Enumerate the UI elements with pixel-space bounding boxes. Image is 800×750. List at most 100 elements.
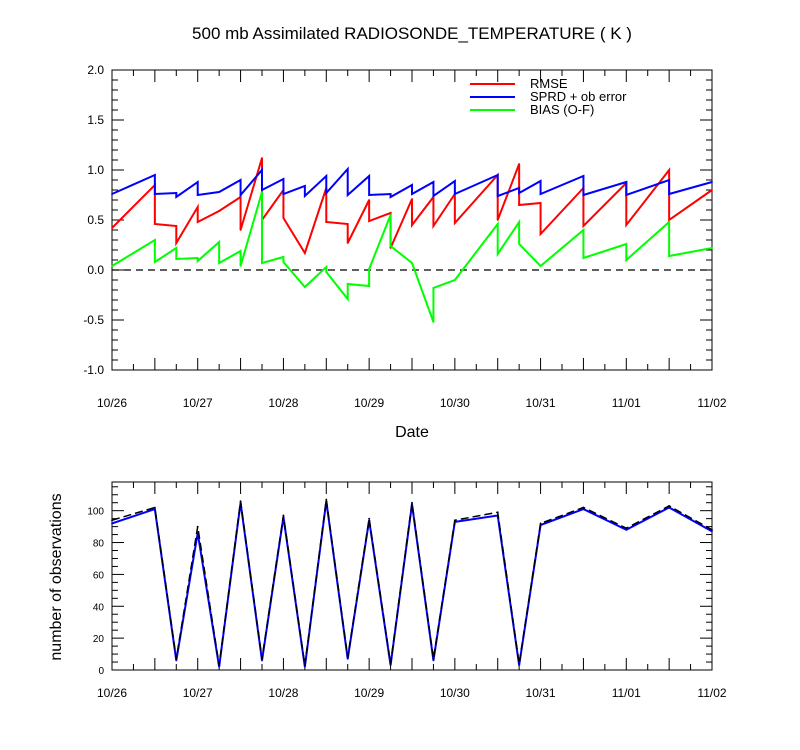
data-point	[346, 168, 349, 170]
data-point	[518, 664, 521, 667]
data-point	[346, 223, 349, 225]
legend-label: SPRD + ob error	[530, 89, 627, 104]
x-tick-label: 10/28	[268, 686, 298, 700]
data-point	[175, 247, 178, 249]
data-point	[303, 664, 306, 667]
bottom-y-axis-title: number of observations	[48, 493, 65, 660]
x-tick-label: 11/02	[697, 686, 726, 700]
data-point	[539, 180, 542, 182]
legend-label: RMSE	[530, 76, 568, 91]
data-point	[368, 199, 371, 201]
x-tick-label: 10/31	[526, 396, 556, 410]
data-point	[368, 285, 371, 287]
data-point	[668, 179, 671, 181]
data-point	[239, 265, 242, 267]
data-point	[218, 262, 221, 264]
y-tick-label: 1.0	[87, 163, 104, 177]
data-point	[282, 256, 285, 258]
y-tick-label: 0	[98, 666, 104, 677]
data-point	[668, 193, 671, 195]
data-point	[711, 181, 713, 183]
data-point	[411, 224, 413, 226]
data-point	[582, 506, 585, 509]
data-point	[668, 504, 671, 507]
data-point	[389, 212, 392, 214]
bottom-plot-panel: 10/26 10/27 10/28 10/29 10/30 10/31 11/01 11/02…	[87, 481, 727, 700]
y-tick-label: -1.0	[83, 363, 104, 377]
data-point	[261, 659, 263, 662]
data-point	[175, 657, 178, 660]
data-point	[111, 193, 113, 195]
data-point	[411, 184, 413, 186]
y-tick-label: 0.0	[87, 263, 104, 277]
data-point	[668, 169, 671, 171]
data-point	[518, 163, 521, 165]
data-point	[175, 242, 178, 244]
data-point	[175, 196, 178, 198]
data-point	[196, 260, 199, 262]
data-point	[282, 514, 285, 517]
data-point	[411, 262, 413, 264]
x-tick-label: 10/28	[268, 396, 298, 410]
y-tick-label: 0.5	[87, 213, 104, 227]
data-point	[368, 517, 371, 520]
data-point	[625, 194, 628, 196]
data-point	[153, 508, 156, 510]
data-point	[582, 229, 585, 231]
data-point	[496, 174, 499, 176]
data-point	[432, 659, 435, 662]
data-point	[153, 223, 156, 225]
data-point	[303, 185, 306, 187]
data-point	[432, 181, 435, 183]
data-point	[625, 181, 628, 183]
data-point	[346, 283, 349, 285]
data-point	[346, 657, 349, 660]
data-point	[196, 181, 199, 183]
data-point	[668, 221, 671, 223]
data-point	[282, 193, 285, 195]
data-point	[111, 522, 113, 525]
data-point	[453, 180, 456, 182]
data-point	[518, 243, 521, 245]
data-point	[346, 242, 349, 244]
data-point	[368, 268, 371, 270]
data-point	[261, 191, 263, 193]
x-tick-label: 10/26	[97, 686, 127, 700]
data-point	[625, 259, 628, 261]
data-point	[582, 508, 585, 510]
data-point	[196, 525, 199, 528]
y-tick-label: 2.0	[87, 63, 104, 77]
y-tick-label: -0.5	[83, 313, 104, 327]
data-point	[668, 506, 671, 509]
x-tick-label: 10/29	[354, 686, 384, 700]
data-point	[539, 202, 542, 204]
data-point	[389, 196, 392, 198]
data-point	[539, 522, 542, 525]
data-point	[389, 193, 392, 195]
data-point	[518, 221, 521, 223]
x-tick-label: 11/01	[612, 686, 641, 700]
data-point	[196, 206, 199, 208]
data-point	[711, 530, 713, 533]
data-point	[711, 247, 713, 249]
data-point	[111, 265, 113, 267]
data-point	[518, 662, 521, 665]
data-point	[111, 227, 113, 229]
data-point	[325, 221, 328, 223]
data-point	[539, 233, 542, 235]
data-point	[325, 266, 328, 268]
data-point	[346, 656, 349, 659]
data-point	[303, 665, 306, 668]
data-point	[153, 239, 156, 241]
data-point	[282, 217, 285, 219]
data-point	[496, 511, 499, 514]
data-point	[153, 174, 156, 176]
data-point	[518, 187, 521, 189]
data-point	[153, 506, 156, 509]
y-tick-label: 20	[93, 634, 105, 645]
data-point	[625, 224, 628, 226]
data-point	[218, 191, 221, 193]
data-point	[261, 189, 263, 191]
data-point	[496, 223, 499, 225]
